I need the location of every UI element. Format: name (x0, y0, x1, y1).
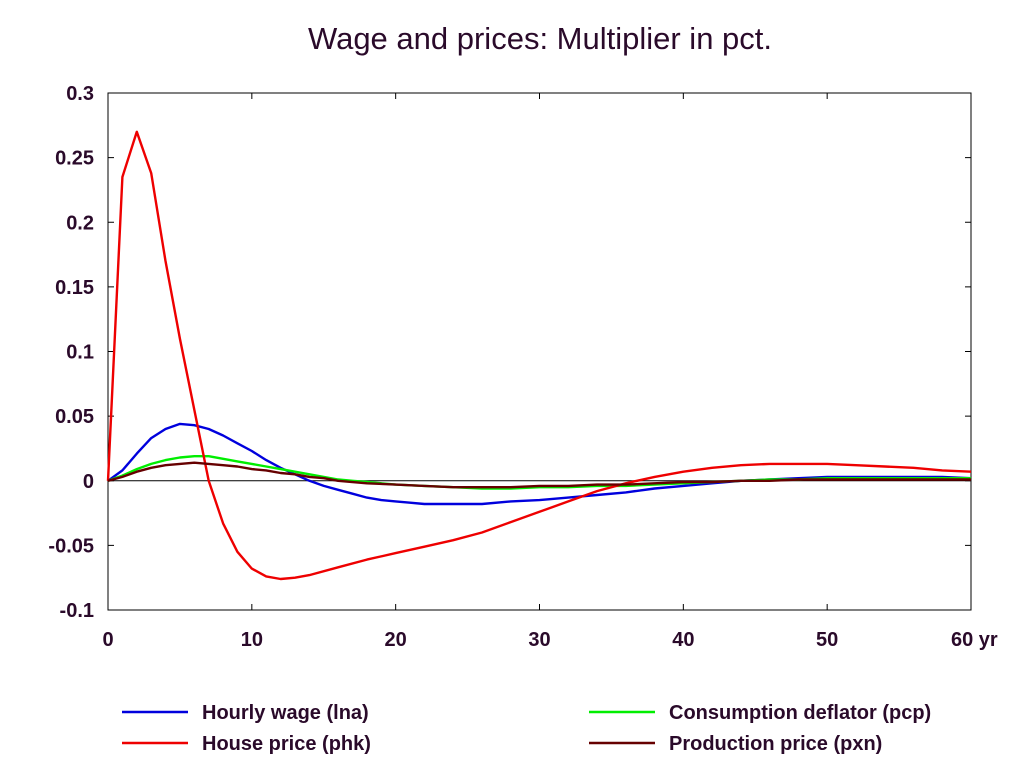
y-tick-label: 0 (83, 471, 94, 493)
y-tick-label: 0.1 (66, 342, 94, 364)
x-axis: 0 10 20 30 40 50 60 yr (102, 93, 998, 651)
x-tick-label: 40 (672, 629, 694, 651)
series-line-consumption-deflator-pcp (107, 455, 971, 490)
plot-frame (107, 92, 972, 611)
legend-label: Consumption deflator (pcp) (669, 702, 931, 724)
legend-label: Production price (pxn) (669, 733, 882, 755)
y-tick-label: -0.05 (48, 535, 94, 557)
plot-border (107, 92, 972, 611)
x-tick-label: 10 (241, 629, 263, 651)
y-tick-label: 0.15 (55, 277, 94, 299)
x-tick-label: 60 yr (951, 629, 998, 651)
y-tick-label: 0.3 (66, 83, 94, 105)
y-axis: 0.3 0.25 0.2 0.15 0.1 0.05 0 -0.05 -0.1 (48, 83, 971, 622)
series-lines (106, 130, 972, 581)
y-tick-label: 0.2 (66, 212, 94, 234)
y-tick-label: 0.25 (55, 148, 94, 170)
series-line-house-price-phk (106, 130, 972, 581)
x-tick-label: 0 (102, 629, 113, 651)
y-tick-label: -0.1 (60, 600, 94, 622)
legend-label: House price (phk) (202, 733, 371, 755)
x-tick-label: 30 (528, 629, 550, 651)
legend: Hourly wage (lna) Consumption deflator (p… (122, 702, 931, 755)
x-tick-label: 50 (816, 629, 838, 651)
chart-title: Wage and prices: Multiplier in pct. (308, 21, 772, 56)
x-tick-label: 20 (385, 629, 407, 651)
y-tick-label: 0.05 (55, 406, 94, 428)
legend-label: Hourly wage (lna) (202, 702, 369, 724)
series-line-production-price-pxn (107, 461, 971, 489)
